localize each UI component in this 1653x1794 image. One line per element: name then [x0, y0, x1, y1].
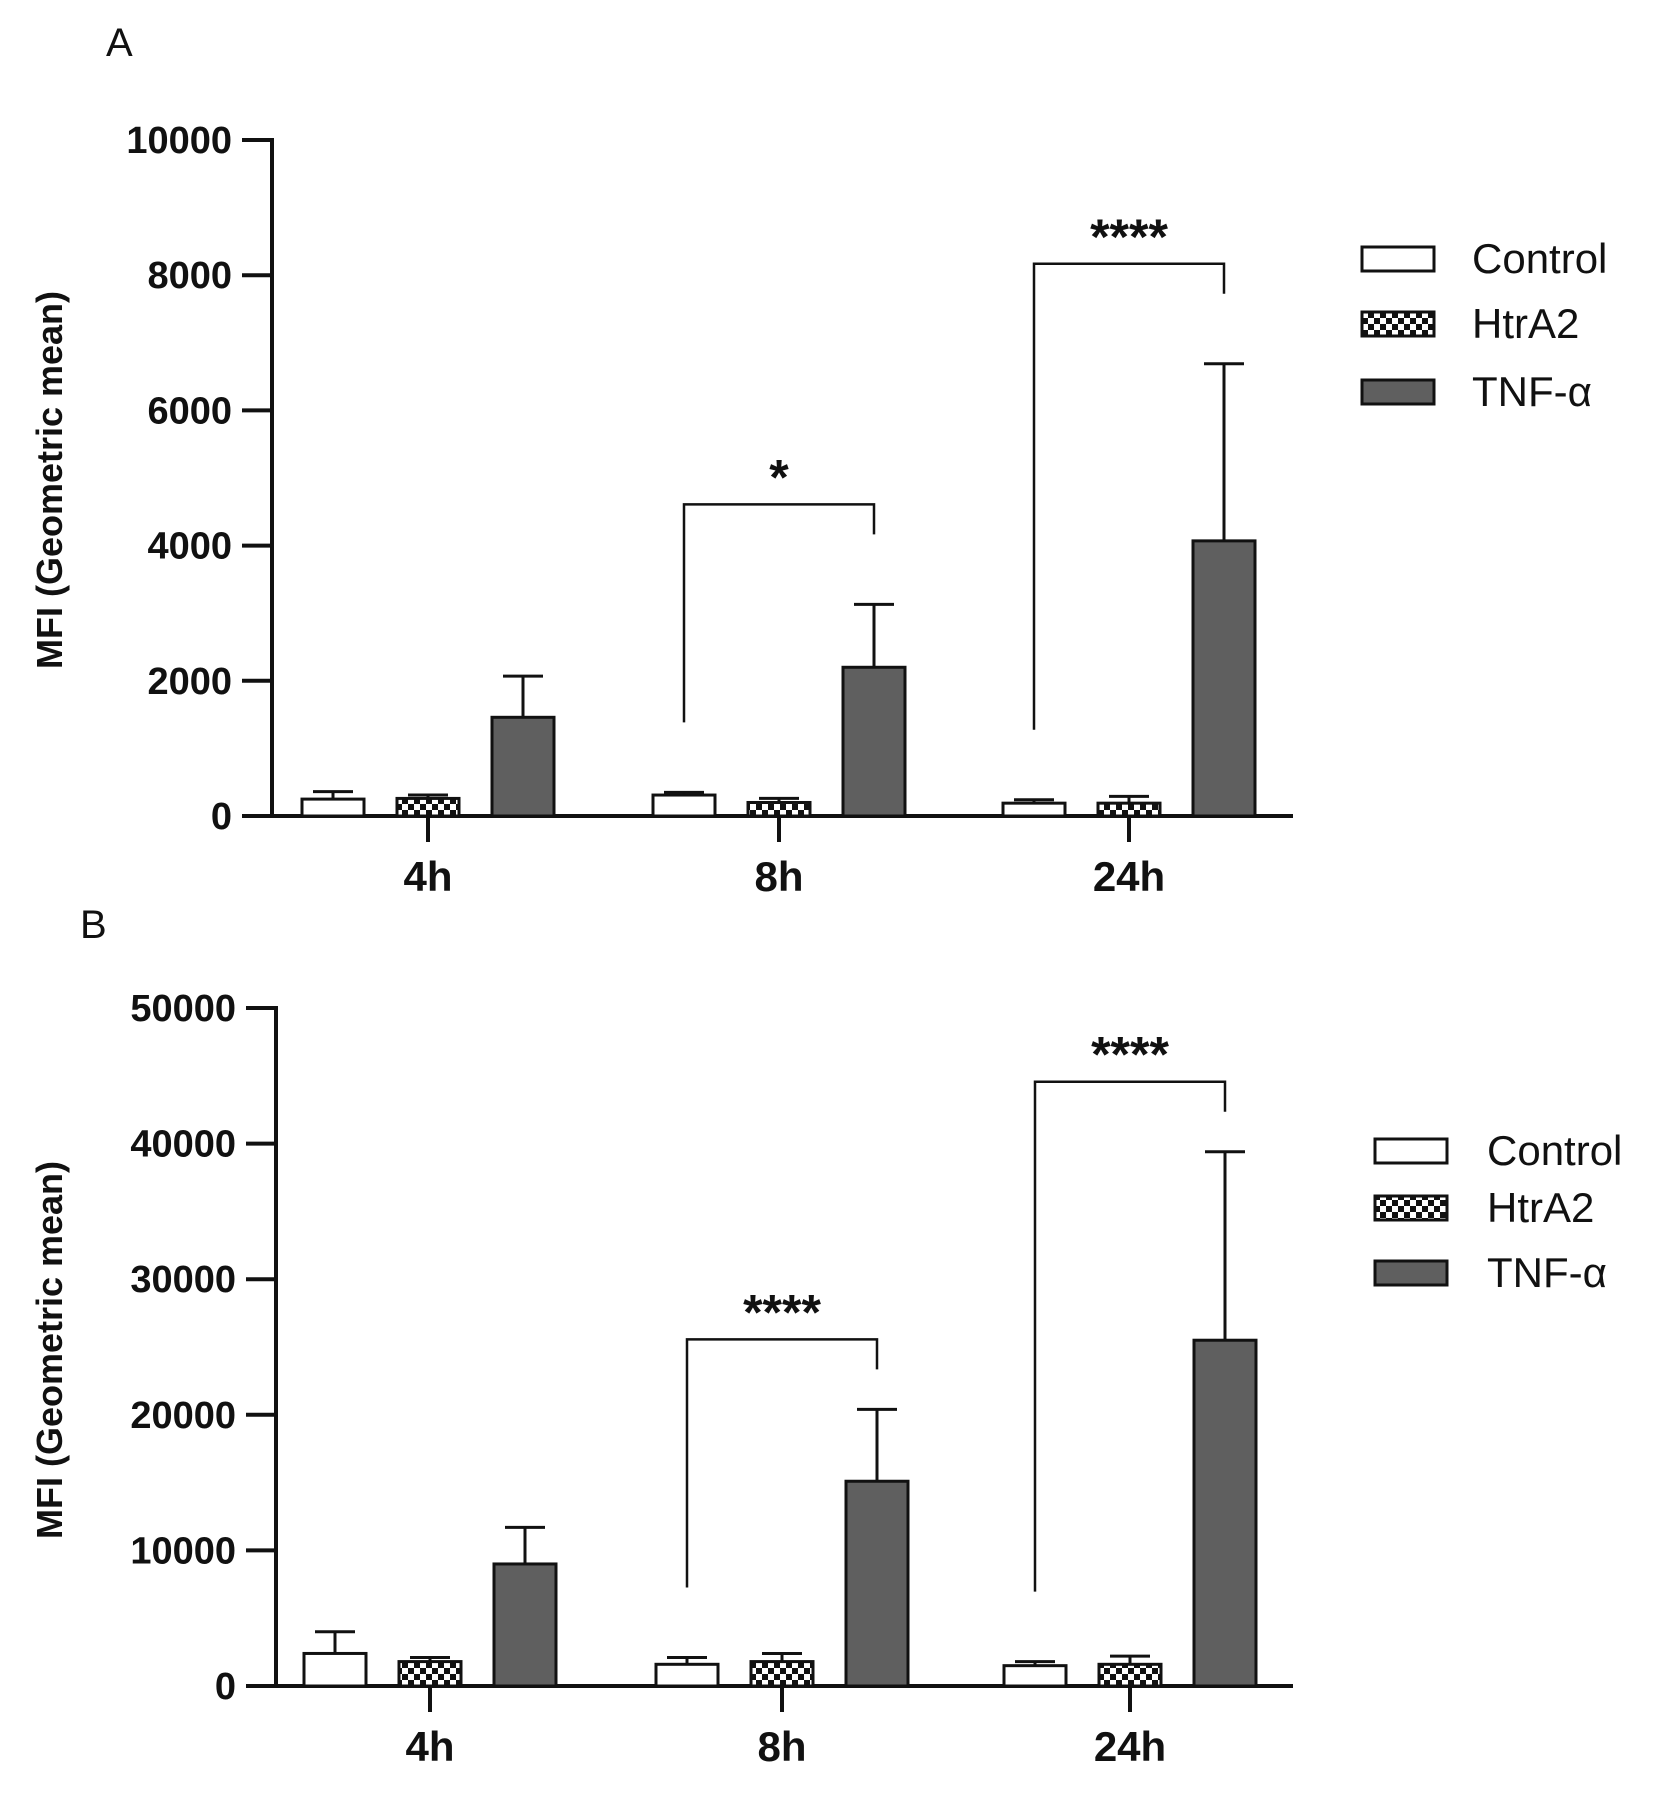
panel-a-x-tick-label: 4h: [403, 853, 452, 900]
panel-b-bar-control: [1002, 1664, 1068, 1688]
panel-b-x-tick-label: 4h: [405, 1723, 454, 1770]
panel-a-significance-label: *: [769, 449, 789, 505]
panel-a-bar-control: [651, 793, 717, 818]
panel-b-legend-label: HtrA2: [1487, 1184, 1594, 1231]
panel-b-legend-swatch: [1373, 1194, 1449, 1222]
panel-b-bar-htra2: [397, 1660, 463, 1688]
panel-a-x-tick-label: 24h: [1093, 853, 1165, 900]
panel-b-legend-swatch: [1373, 1259, 1449, 1287]
panel-a-letter: A: [106, 21, 133, 65]
panel-b-y-tick-label: 30000: [130, 1259, 236, 1301]
panel-a-bar-control: [1001, 801, 1067, 818]
panel-b-bar-control: [302, 1651, 368, 1688]
panel-a-y-tick-label: 8000: [147, 255, 232, 297]
panel-b-bar-htra2: [749, 1660, 815, 1688]
panel-a-legend-swatch: [1360, 378, 1436, 406]
panel-b: B MFI (Geometric mean) 0 10000 20000 30000 4…: [29, 903, 1622, 1770]
panel-a-y-tick-label: 2000: [147, 661, 232, 703]
panel-b-y-tick-label: 0: [215, 1666, 236, 1708]
panel-b-legend-swatch: [1373, 1137, 1449, 1165]
panel-b-letter: B: [80, 903, 107, 947]
panel-a-legend-label: HtrA2: [1472, 300, 1579, 347]
panel-b-y-tick-label: 20000: [130, 1395, 236, 1437]
panel-b-x-tick-label: 24h: [1094, 1723, 1166, 1770]
panel-a-y-tick-label: 4000: [147, 526, 232, 568]
panel-b-significance-bracket: [685, 1338, 879, 1588]
panel-a-bar-tnf: [490, 715, 556, 818]
panel-b-bar-tnf: [844, 1479, 910, 1688]
panel-a-y-tick-label: 6000: [147, 390, 232, 432]
panel-a-legend-swatch: [1360, 310, 1436, 338]
panel-a-bar-htra2: [395, 796, 461, 818]
panel-a-significance-label: ****: [1090, 209, 1168, 265]
panel-b-bar-control: [654, 1662, 720, 1688]
panel-a-significance-bracket: [1032, 262, 1226, 730]
panel-a-y-tick-label: 0: [211, 796, 232, 838]
panel-b-bar-htra2: [1097, 1662, 1163, 1688]
panel-b-significance-label: ****: [1091, 1027, 1169, 1083]
panel-b-y-tick-label: 10000: [130, 1530, 236, 1572]
panel-a-legend-swatch: [1360, 245, 1436, 273]
panel-b-y-tick-label: 50000: [130, 988, 236, 1030]
panel-b-significance-label: ****: [743, 1284, 821, 1340]
panel-b-legend-label: Control: [1487, 1127, 1622, 1174]
panel-a-bar-tnf: [1191, 539, 1257, 818]
panel-a-bar-tnf: [841, 665, 907, 818]
panel-a: A MFI (Geometric mean) 0 2000 4000 6000 8000…: [29, 21, 1607, 900]
panel-a-bar-htra2: [1096, 801, 1162, 818]
panel-a-x-tick-label: 8h: [754, 853, 803, 900]
panel-a-y-axis-label: MFI (Geometric mean): [29, 291, 70, 669]
panel-a-legend-label: TNF-α: [1472, 368, 1592, 415]
panel-b-y-axis-label: MFI (Geometric mean): [29, 1161, 70, 1539]
panel-a-y-tick-label: 10000: [126, 120, 232, 162]
panel-a-bar-control: [300, 797, 366, 818]
panel-b-legend-label: TNF-α: [1487, 1249, 1607, 1296]
panel-b-bar-tnf: [492, 1562, 558, 1688]
panel-a-legend-label: Control: [1472, 235, 1607, 282]
panel-a-significance-bracket: [682, 503, 876, 723]
panel-a-bar-htra2: [746, 800, 812, 818]
panel-b-bar-tnf: [1192, 1338, 1258, 1688]
panel-b-y-tick-label: 40000: [130, 1124, 236, 1166]
panel-b-significance-bracket: [1033, 1080, 1227, 1592]
panel-b-x-tick-label: 8h: [757, 1723, 806, 1770]
